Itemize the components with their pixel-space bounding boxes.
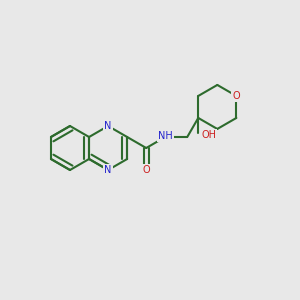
Text: OH: OH (201, 130, 216, 140)
Text: O: O (232, 91, 240, 101)
Text: N: N (104, 165, 112, 175)
Text: N: N (104, 121, 112, 131)
Text: NH: NH (158, 131, 172, 141)
Text: O: O (142, 165, 150, 175)
